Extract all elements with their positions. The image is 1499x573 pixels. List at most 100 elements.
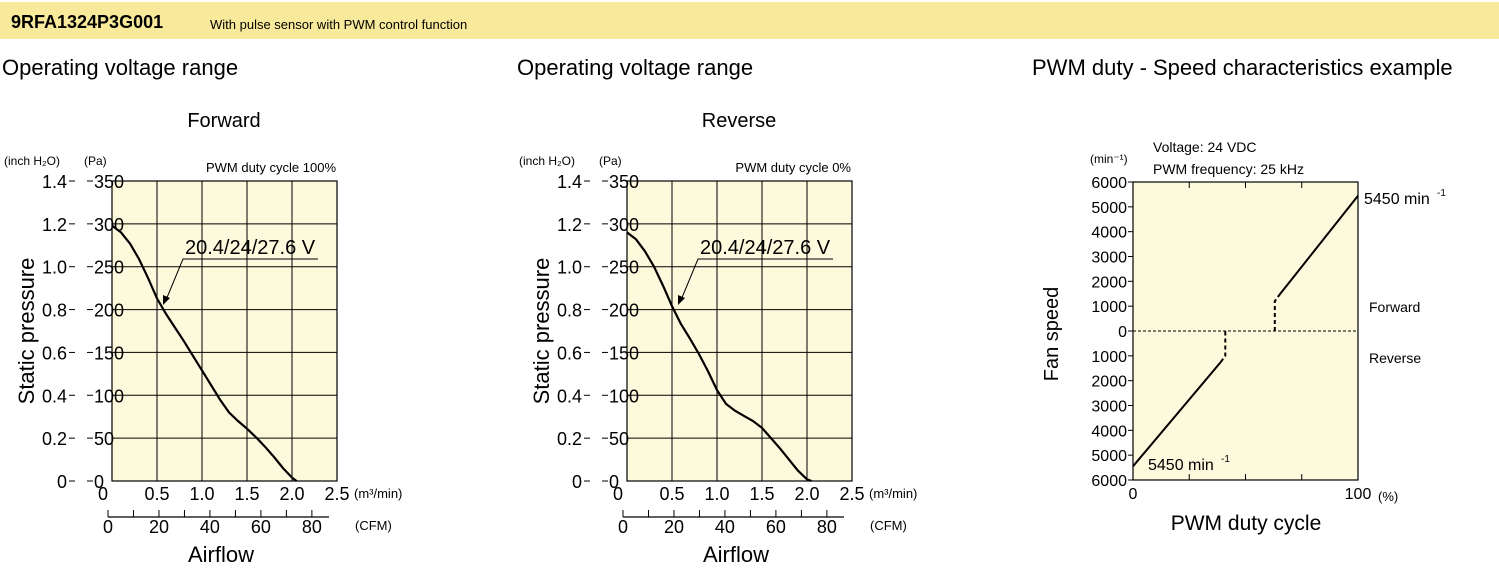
x2-tick-label: 80 (302, 517, 322, 537)
region-label-reverse: Reverse (1369, 350, 1421, 366)
y-tick-label: 1000 (1091, 299, 1127, 316)
y-tick-label-pa: 250 (609, 258, 639, 278)
x2-tick-label: 20 (149, 517, 169, 537)
note-voltage: Voltage: 24 VDC (1153, 139, 1257, 155)
y-tick-label: 6000 (1091, 473, 1127, 490)
y-tick-label-inch: 0.2 (42, 429, 67, 449)
speed-line-dashed (1273, 294, 1281, 331)
annotation-arrowhead (678, 295, 685, 305)
x-tick-label: 0 (98, 484, 108, 504)
x-unit: (%) (1378, 489, 1398, 504)
max-speed-label-top: 5450 min (1364, 191, 1430, 208)
x-tick-label: 1.0 (704, 484, 729, 504)
y-tick-label-inch: 1.2 (42, 215, 67, 235)
y-tick-label: 6000 (1091, 175, 1127, 192)
y-tick-label: 4000 (1091, 225, 1127, 242)
x2-tick-label: 40 (200, 517, 220, 537)
y-tick-label-pa: 50 (609, 429, 629, 449)
x-tick-label: 0 (613, 484, 623, 504)
y-tick-label: 2000 (1091, 374, 1127, 391)
x-tick-label: 1.5 (749, 484, 774, 504)
y-tick-label-pa: 50 (94, 429, 114, 449)
y-tick-label-inch: 1.4 (42, 172, 67, 192)
annotation-arrowhead (163, 295, 170, 305)
y-tick-label-inch: 0.6 (42, 343, 67, 363)
y-unit-pa: (Pa) (599, 154, 622, 168)
plot-area (112, 181, 337, 481)
y-tick-label-inch: 1.2 (557, 215, 582, 235)
y-unit-inch: (inch H₂O) (519, 154, 575, 168)
plot-frame (626, 180, 853, 482)
x-tick-label: 1.0 (189, 484, 214, 504)
x-unit-m3: (m³/min) (354, 486, 402, 501)
region-label-forward: Forward (1369, 299, 1420, 315)
header-bar: 9RFA1324P3G001 With pulse sensor with PW… (0, 2, 1499, 39)
x-tick-label: 1.5 (234, 484, 259, 504)
annotation-leader (680, 258, 833, 301)
x-axis-label: Airflow (188, 542, 254, 567)
x-tick-label: 2.5 (324, 484, 349, 504)
section-title-pwm: PWM duty - Speed characteristics example (1032, 55, 1453, 80)
voltage-annotation: 20.4/24/27.6 V (185, 237, 316, 259)
x2-tick-label: 40 (715, 517, 735, 537)
y-tick-label-inch: 0.4 (557, 386, 582, 406)
y-tick-label-pa: 300 (609, 215, 639, 235)
y-axis-label: Static pressure (14, 258, 39, 405)
speed-line-solid (1132, 361, 1222, 467)
y-tick-label: 0 (1118, 324, 1127, 341)
y-tick-label-inch: 0 (57, 472, 67, 492)
y-tick-label-inch: 1.0 (557, 258, 582, 278)
y-tick-label-inch: 0.8 (557, 301, 582, 321)
y-tick-label-inch: 0 (572, 472, 582, 492)
y-tick-label-pa: 350 (609, 172, 639, 192)
max-speed-label-top-exponent: -1 (1437, 188, 1446, 199)
voltage-annotation: 20.4/24/27.6 V (700, 237, 831, 259)
y-tick-label: 1000 (1091, 349, 1127, 366)
y-tick-label-inch: 0.4 (42, 386, 67, 406)
y-tick-label-inch: 1.0 (42, 258, 67, 278)
y-unit-pa: (Pa) (84, 154, 107, 168)
y-tick-label: 3000 (1091, 399, 1127, 416)
y-tick-label-pa: 0 (609, 472, 619, 492)
x-axis-label: Airflow (703, 542, 769, 567)
x-tick-label: 0.5 (659, 484, 684, 504)
max-speed-label-bottom: 5450 min (1148, 457, 1214, 474)
x-tick-label: 2.5 (839, 484, 864, 504)
max-speed-label-bottom-exponent: -1 (1221, 454, 1230, 465)
y-tick-label-pa: 250 (94, 258, 124, 278)
y-axis-label: Fan speed (1041, 287, 1063, 382)
y-unit-inch: (inch H₂O) (4, 154, 60, 168)
condition-label: PWM duty cycle 0% (735, 160, 851, 175)
x-tick-label: 100 (1345, 486, 1372, 503)
y-tick-label-inch: 0.8 (42, 301, 67, 321)
y-tick-label-pa: 200 (609, 301, 639, 321)
note-frequency: PWM frequency: 25 kHz (1153, 161, 1304, 177)
x2-tick-label: 0 (103, 517, 113, 537)
x2-tick-label: 0 (618, 517, 628, 537)
speed-line-solid (1278, 195, 1359, 296)
x-axis-label: PWM duty cycle (1171, 512, 1322, 535)
y-tick-label-inch: 0.6 (557, 343, 582, 363)
y-axis-label: Static pressure (529, 258, 554, 405)
y-tick-label-pa: 350 (94, 172, 124, 192)
x-unit-cfm: (CFM) (355, 518, 392, 533)
x2-tick-label: 60 (766, 517, 786, 537)
x-unit-m3: (m³/min) (869, 486, 917, 501)
y-tick-label-pa: 0 (94, 472, 104, 492)
x-tick-label: 2.0 (279, 484, 304, 504)
pq-curve (111, 224, 298, 482)
x-tick-label: 0.5 (144, 484, 169, 504)
y-tick-label: 2000 (1091, 274, 1127, 291)
y-tick-label-pa: 150 (609, 343, 639, 363)
x-tick-label: 2.0 (794, 484, 819, 504)
y-tick-label: 4000 (1091, 423, 1127, 440)
section-title-reverse: Operating voltage range (517, 55, 754, 80)
chart-title: Reverse (702, 110, 776, 132)
annotation-leader (165, 258, 318, 301)
condition-label: PWM duty cycle 100% (206, 160, 336, 175)
x2-tick-label: 60 (251, 517, 271, 537)
plot-frame (111, 180, 338, 482)
y-tick-label-pa: 100 (609, 386, 639, 406)
pq-curve (626, 231, 812, 483)
